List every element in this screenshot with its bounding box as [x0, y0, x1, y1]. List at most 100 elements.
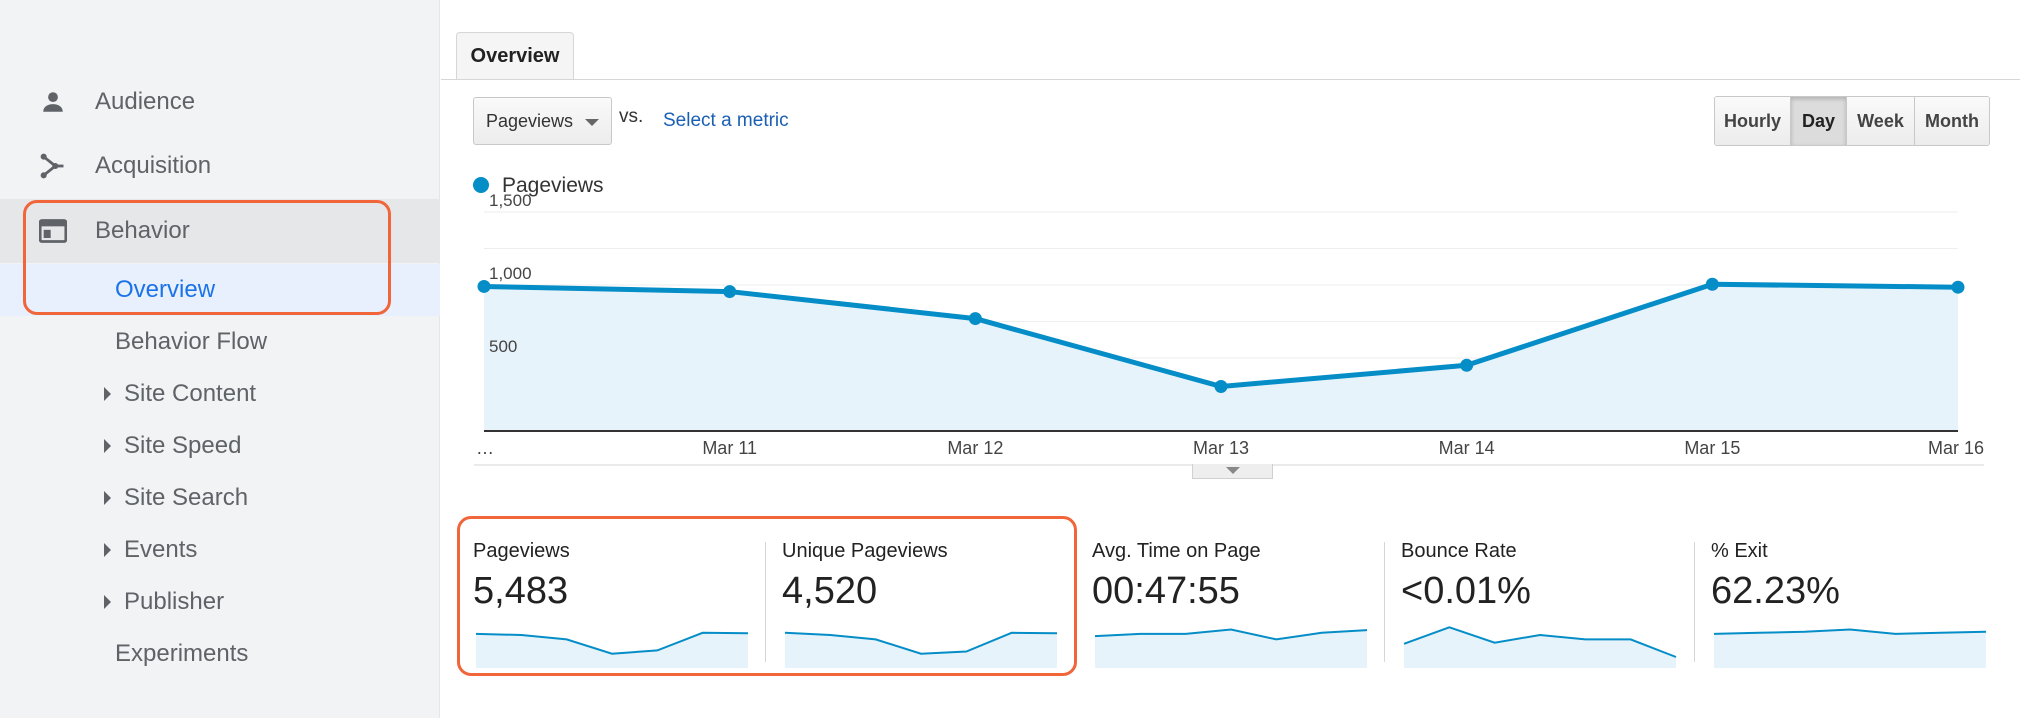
sparkline-line: [1713, 628, 1987, 635]
scorecard-label: Pageviews: [473, 540, 570, 562]
caret-down-icon: [1226, 467, 1240, 474]
data-point: [1214, 379, 1228, 393]
nav-audience-label: Audience: [95, 88, 196, 115]
day-button[interactable]: Day: [1791, 97, 1847, 145]
nav-publisher-label: Publisher: [124, 588, 225, 615]
sparkline: [784, 631, 1058, 668]
scorecard-label: Avg. Time on Page: [1092, 540, 1261, 562]
nav-site-speed-label: Site Speed: [124, 432, 242, 459]
data-point: [477, 279, 491, 293]
scorecard-value: 62.23%: [1711, 570, 1840, 612]
sparkline: [1094, 628, 1368, 668]
scorecard-value: 00:47:55: [1092, 570, 1240, 612]
nav-item-behavior[interactable]: Behavior: [0, 199, 440, 263]
nav-item-events[interactable]: Events: [0, 524, 440, 576]
sparkline-fill: [1714, 629, 1986, 668]
data-point: [968, 312, 982, 326]
sparkline-fill: [1404, 627, 1676, 668]
x-tick-label: Mar 13: [1193, 438, 1249, 458]
month-button[interactable]: Month: [1915, 97, 1989, 145]
expand-triangle-icon: [104, 595, 111, 609]
sparkline-line: [475, 631, 749, 655]
expand-triangle-icon: [104, 491, 111, 505]
scorecard[interactable]: % Exit 62.23%: [1711, 530, 2011, 668]
data-point: [1705, 277, 1719, 291]
scorecard[interactable]: Avg. Time on Page 00:47:55: [1092, 530, 1392, 668]
pageviews-line-chart: 1,500 1,000 500 … Mar 11 Mar 12 Mar 13 Mar 14 Ma…: [474, 191, 1984, 466]
nav-item-site-search[interactable]: Site Search: [0, 472, 440, 524]
x-tick-label: Mar 14: [1439, 438, 1495, 458]
acquisition-icon: [38, 151, 68, 181]
expand-triangle-icon: [104, 387, 111, 401]
nav-events-label: Events: [124, 536, 198, 563]
nav-behavior-flow-label: Behavior Flow: [115, 328, 268, 355]
nav-item-acquisition[interactable]: Acquisition: [0, 134, 440, 198]
nav-item-experiments[interactable]: Experiments: [0, 628, 440, 680]
sparkline-fill: [1095, 629, 1367, 668]
browser-window-icon: [38, 216, 68, 246]
tab-overview[interactable]: Overview: [456, 32, 574, 80]
nav-overview-label: Overview: [115, 276, 216, 303]
select-metric-link[interactable]: Select a metric: [663, 110, 789, 131]
nav-site-search-label: Site Search: [124, 484, 249, 511]
chart-collapse-handle[interactable]: [1192, 464, 1273, 479]
tab-divider: [441, 79, 2020, 80]
scorecard-label: Bounce Rate: [1401, 540, 1517, 562]
sparkline-line: [1403, 626, 1677, 658]
nav-item-publisher[interactable]: Publisher: [0, 576, 440, 628]
scorecard-label: % Exit: [1711, 540, 1768, 562]
data-point: [1951, 280, 1965, 294]
metric-select-value: Pageviews: [486, 111, 574, 131]
y-tick-label: 1,500: [489, 191, 532, 210]
vs-label: vs.: [619, 106, 644, 127]
x-tick-label: Mar 15: [1684, 438, 1740, 458]
sparkline: [1713, 628, 1987, 668]
y-tick-label: 1,000: [489, 264, 532, 283]
sidebar: Audience Acquisition Behavior Overview B…: [0, 0, 440, 718]
scorecard-divider: [1075, 542, 1076, 662]
nav-site-content-label: Site Content: [124, 380, 257, 407]
scorecard-divider: [765, 542, 766, 662]
scorecard-value: 5,483: [473, 570, 569, 612]
scorecard[interactable]: Bounce Rate <0.01%: [1401, 530, 1701, 668]
x-tick-label: Mar 11: [702, 438, 757, 458]
hourly-button[interactable]: Hourly: [1715, 97, 1791, 145]
nav-item-site-content[interactable]: Site Content: [0, 368, 440, 420]
scorecard-divider: [1384, 542, 1385, 662]
scorecard-divider: [1694, 542, 1695, 662]
scorecard-label: Unique Pageviews: [782, 540, 948, 562]
time-granularity-group: Hourly Day Week Month: [1714, 96, 1990, 146]
scorecard-value: 4,520: [782, 570, 878, 612]
expand-triangle-icon: [104, 543, 111, 557]
nav-item-behavior-flow[interactable]: Behavior Flow: [0, 316, 440, 368]
legend-label: Pageviews: [502, 174, 604, 197]
nav-item-audience[interactable]: Audience: [0, 70, 440, 134]
sparkline-line: [784, 631, 1058, 655]
sparkline: [475, 631, 749, 668]
caret-down-icon: [585, 119, 599, 126]
area-fill: [484, 284, 1958, 431]
person-icon: [38, 87, 68, 117]
expand-triangle-icon: [104, 439, 111, 453]
nav-behavior-label: Behavior: [95, 217, 190, 244]
data-point: [723, 285, 737, 299]
nav-experiments-label: Experiments: [115, 640, 249, 667]
nav-acquisition-label: Acquisition: [95, 152, 212, 179]
data-point: [1460, 358, 1474, 372]
sparkline-line: [1094, 628, 1368, 641]
scorecard[interactable]: Unique Pageviews 4,520: [782, 530, 1082, 668]
scorecard-value: <0.01%: [1401, 570, 1531, 612]
scorecard[interactable]: Pageviews 5,483: [473, 530, 773, 668]
sparkline-fill: [785, 632, 1057, 668]
metric-select[interactable]: Pageviews: [473, 97, 612, 145]
nav-item-overview[interactable]: Overview: [0, 264, 440, 316]
legend-marker: [473, 177, 489, 193]
y-tick-label: 500: [489, 337, 517, 356]
week-button[interactable]: Week: [1847, 97, 1915, 145]
x-tick-label: Mar 12: [947, 438, 1003, 458]
nav-item-site-speed[interactable]: Site Speed: [0, 420, 440, 472]
x-tick-label: Mar 16: [1928, 438, 1984, 458]
sparkline: [1403, 626, 1677, 668]
sparkline-fill: [476, 632, 748, 668]
x-tick-label: …: [476, 438, 494, 458]
